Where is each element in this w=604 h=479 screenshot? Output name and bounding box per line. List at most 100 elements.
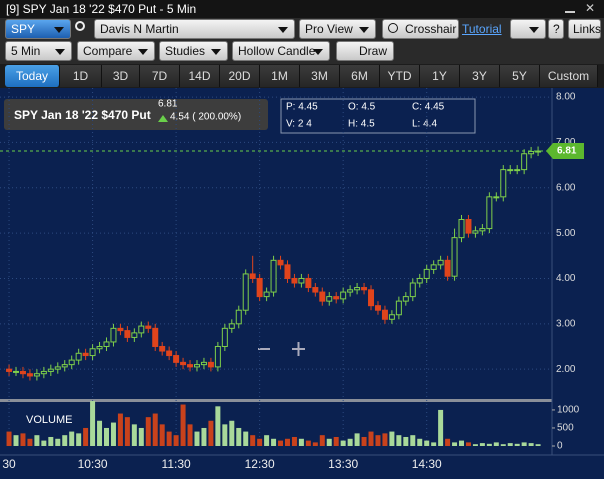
volume-bar: [445, 438, 451, 446]
candle-body: [26, 373, 33, 377]
quote-last: 6.81: [158, 99, 178, 110]
volume-bar: [521, 442, 527, 446]
candle-body: [451, 237, 458, 277]
volume-bar: [479, 443, 485, 446]
range-tab[interactable]: Custom: [540, 65, 598, 87]
volume-bar: [312, 442, 318, 446]
compare-select[interactable]: Compare: [77, 41, 155, 61]
close-button[interactable]: ✕: [585, 1, 596, 15]
y-tick-label: 6.00: [556, 182, 576, 193]
studies-select[interactable]: Studies: [159, 41, 228, 61]
range-tab[interactable]: 3Y: [460, 65, 500, 87]
candle-body: [235, 309, 242, 325]
view: Pro View: [305, 22, 353, 36]
range-tab[interactable]: 1Y: [420, 65, 460, 87]
interval-select[interactable]: 5 Min: [5, 41, 72, 61]
candle-body: [361, 287, 368, 291]
candle-body: [40, 370, 47, 375]
range-tab[interactable]: 14D: [180, 65, 220, 87]
minimize-button[interactable]: [565, 3, 575, 13]
style: Hollow Candle: [238, 44, 316, 58]
candle-body: [228, 323, 235, 329]
style-select[interactable]: Hollow Candle: [232, 41, 330, 61]
info-text: P: 4.45: [286, 102, 318, 113]
tutorial-link[interactable]: Tutorial: [462, 22, 502, 36]
range-tab[interactable]: 7D: [140, 65, 180, 87]
volume-bar: [507, 443, 513, 446]
volume-bar: [264, 435, 270, 446]
volume-bar: [55, 438, 61, 446]
account-select[interactable]: Davis N Martin: [94, 19, 295, 39]
symbol-select[interactable]: SPY: [5, 19, 71, 39]
range-tab[interactable]: 1M: [260, 65, 300, 87]
crosshair-button[interactable]: Crosshair: [382, 19, 459, 39]
volume-bar: [486, 443, 492, 446]
volume-tick-label: 0: [557, 441, 563, 452]
compare: Compare: [83, 44, 133, 58]
candle-body: [514, 169, 521, 172]
x-tick-label: 13:30: [328, 457, 358, 471]
draw-button[interactable]: Draw: [336, 41, 394, 61]
candle-body: [381, 309, 388, 320]
candle-body: [423, 268, 430, 279]
volume-bar: [284, 438, 290, 446]
info-text: L: 4.4: [412, 119, 437, 130]
view-select[interactable]: Pro View: [299, 19, 376, 39]
candle-body: [305, 277, 312, 289]
volume-bar: [62, 435, 68, 446]
range-tab[interactable]: 20D: [220, 65, 260, 87]
volume-bar: [340, 440, 346, 446]
crosshair-icon: [388, 23, 398, 33]
info-text: O: 4.5: [348, 102, 376, 113]
volume-bar: [305, 440, 311, 446]
quote-box: [4, 99, 268, 130]
candle-body: [312, 287, 319, 293]
volume-bar: [417, 438, 423, 446]
candle-body: [207, 361, 214, 368]
candle-body: [68, 359, 75, 366]
y-tick-label: 3.00: [556, 318, 576, 329]
range-tab[interactable]: YTD: [380, 65, 420, 87]
volume-bar: [452, 442, 458, 446]
volume-bar: [90, 400, 96, 446]
candle-body: [166, 350, 173, 357]
volume-bar: [104, 427, 110, 446]
candle-body: [458, 219, 465, 239]
range-tab[interactable]: 6M: [340, 65, 380, 87]
candle-body: [402, 296, 409, 302]
help-button[interactable]: ?: [548, 19, 564, 39]
candle-body: [521, 153, 528, 171]
menu-button[interactable]: [510, 19, 546, 39]
x-tick-label: 10:30: [78, 457, 108, 471]
candle-body: [221, 327, 228, 347]
volume-bar: [138, 427, 144, 446]
candle-body: [6, 368, 13, 372]
links-button[interactable]: Links: [568, 19, 601, 39]
candle-body: [340, 291, 347, 300]
candle-body: [263, 291, 270, 298]
candle-body: [96, 345, 103, 350]
crosshair: Crosshair: [405, 22, 457, 36]
range-tab[interactable]: 5Y: [500, 65, 540, 87]
volume-bar: [69, 431, 75, 446]
volume-bar: [145, 417, 151, 446]
candle-body: [180, 361, 187, 366]
volume-bar: [298, 438, 304, 446]
volume-bar: [152, 413, 158, 446]
candle-body: [54, 366, 61, 370]
candle-body: [437, 259, 444, 266]
range-tab[interactable]: 1D: [60, 65, 102, 87]
volume-bar: [187, 424, 193, 446]
volume-tick-label: 1000: [557, 405, 580, 416]
account: Davis N Martin: [100, 22, 179, 36]
volume-bar: [250, 435, 256, 446]
candle-body: [326, 296, 333, 302]
candle-body: [138, 325, 145, 334]
up-arrow: [158, 115, 168, 122]
range-tab[interactable]: 3M: [300, 65, 340, 87]
candle-body: [374, 305, 381, 311]
search-icon[interactable]: [75, 21, 85, 31]
range-tab[interactable]: 3D: [102, 65, 140, 87]
volume-bar: [403, 436, 409, 446]
range-tab[interactable]: Today: [5, 65, 60, 87]
